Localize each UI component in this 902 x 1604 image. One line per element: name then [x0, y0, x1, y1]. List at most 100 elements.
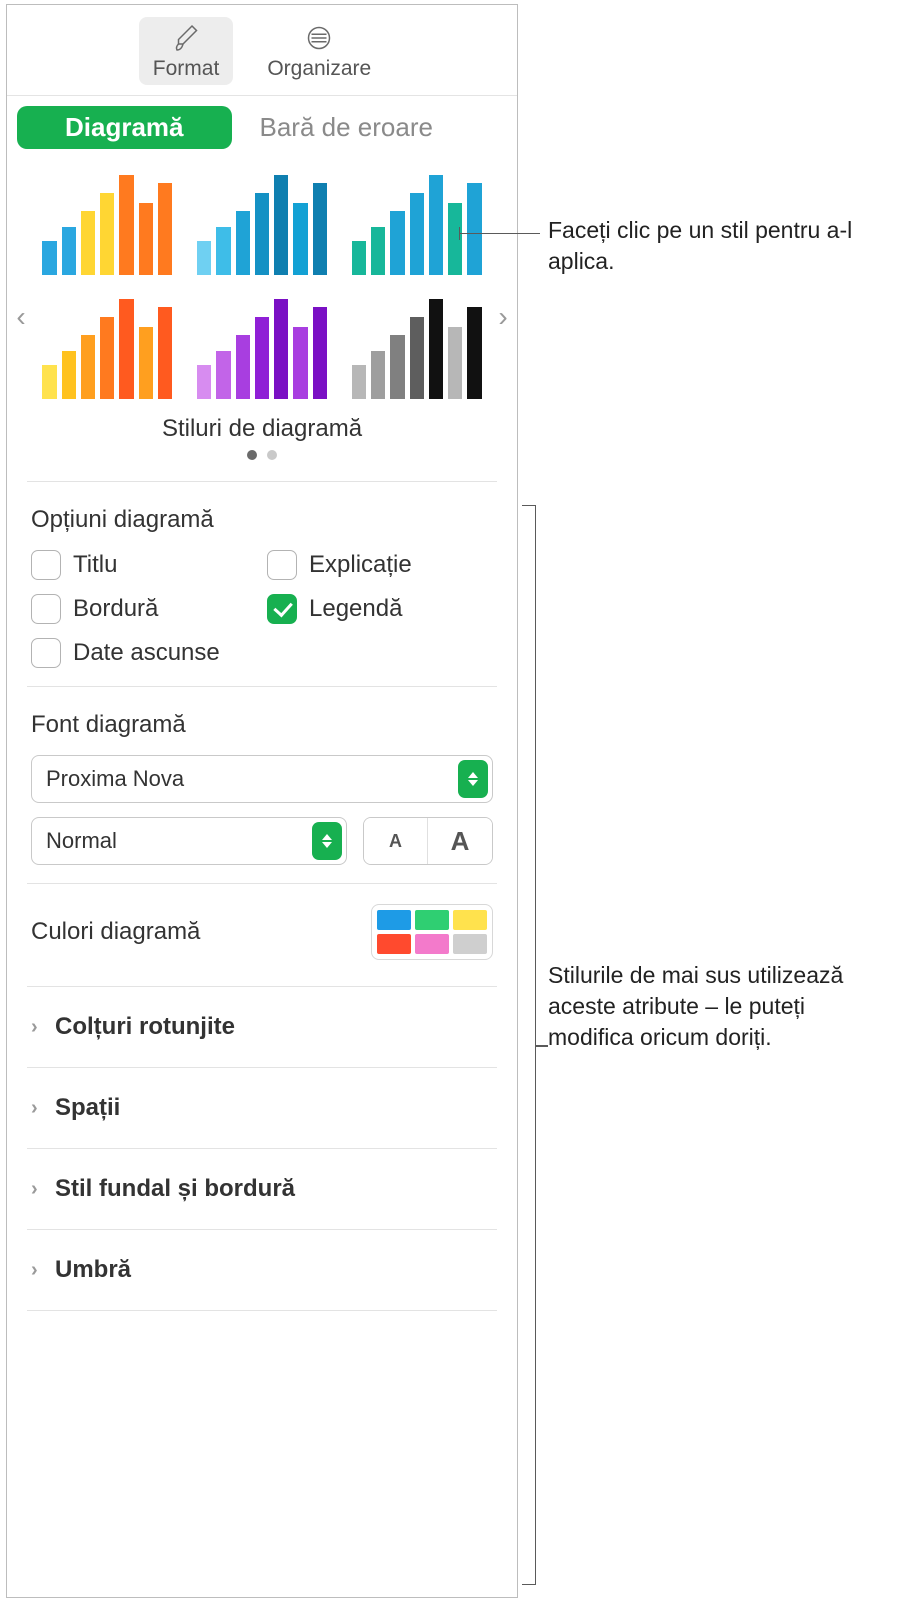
thumbnail-bar	[429, 175, 443, 275]
chart-colors-label: Culori diagramă	[31, 918, 200, 946]
subtab-row: Diagramă Bară de eroare	[7, 96, 517, 161]
font-size-stepper: A A	[363, 817, 493, 865]
disclosure-label: Colțuri rotunjite	[55, 1013, 235, 1041]
thumbnail-bar	[81, 335, 95, 399]
checkbox-label: Titlu	[73, 551, 117, 579]
thumbnail-bar	[313, 307, 327, 399]
callout-leader-line	[460, 233, 540, 234]
chart-colors-picker[interactable]	[371, 904, 493, 960]
thumbnail-bar	[313, 183, 327, 275]
styles-pager	[7, 447, 517, 475]
chart-style-thumbnail[interactable]	[42, 291, 172, 401]
chart-style-thumbnail[interactable]	[352, 167, 482, 277]
inspector-toolbar: Format Organizare	[7, 5, 517, 96]
thumbnail-bar	[448, 203, 462, 275]
thumbnail-bar	[139, 327, 153, 399]
checkbox-label: Legendă	[309, 595, 402, 623]
stepper-icon	[458, 760, 488, 798]
thumbnail-bar	[197, 365, 211, 399]
chart-options-title: Opțiuni diagramă	[31, 506, 493, 534]
tab-error-bar[interactable]: Bară de eroare	[260, 112, 433, 143]
chart-styles-title: Stiluri de diagramă	[7, 401, 517, 447]
chart-option-check[interactable]: Titlu	[31, 550, 257, 580]
chart-option-check[interactable]: Explicație	[267, 550, 493, 580]
checkbox[interactable]	[31, 550, 61, 580]
chart-style-thumbnail[interactable]	[42, 167, 172, 277]
thumbnail-bar	[100, 193, 114, 275]
font-size-increase-button[interactable]: A	[428, 818, 492, 864]
chevron-left-icon: ‹	[16, 301, 25, 333]
thumbnail-bar	[410, 193, 424, 275]
checkbox[interactable]	[267, 550, 297, 580]
color-swatch	[453, 910, 487, 930]
chevron-right-icon: ›	[498, 301, 507, 333]
format-tab-label: Format	[153, 57, 220, 81]
thumbnail-bar	[236, 335, 250, 399]
chart-option-check[interactable]: Legendă	[267, 594, 493, 624]
disclosure-shadow[interactable]: › Umbră	[7, 1230, 517, 1310]
paintbrush-icon	[169, 23, 203, 53]
chart-option-check[interactable]: Date ascunse	[31, 638, 493, 668]
thumbnail-bar	[467, 183, 481, 275]
color-swatch	[415, 934, 449, 954]
thumbnail-bar	[448, 327, 462, 399]
chart-font-section: Font diagramă Proxima Nova Normal A A	[7, 687, 517, 883]
chevron-right-icon: ›	[31, 1097, 45, 1120]
chevron-right-icon: ›	[31, 1178, 45, 1201]
thumbnail-bar	[216, 351, 230, 399]
pager-dot[interactable]	[247, 450, 257, 460]
thumbnail-bar	[216, 227, 230, 275]
organize-tab[interactable]: Organizare	[253, 17, 385, 85]
font-family-select[interactable]: Proxima Nova	[31, 755, 493, 803]
tab-diagram[interactable]: Diagramă	[17, 106, 232, 149]
disclosure-rounded-corners[interactable]: › Colțuri rotunjite	[7, 987, 517, 1067]
chart-options-section: Opțiuni diagramă Titlu Explicație Bordură L…	[7, 482, 517, 686]
callout-style-click: Faceți clic pe un stil pentru a-l aplica…	[548, 215, 888, 277]
disclosure-label: Umbră	[55, 1256, 131, 1284]
thumbnail-bar	[197, 241, 211, 275]
font-size-decrease-button[interactable]: A	[364, 818, 428, 864]
font-weight-select[interactable]: Normal	[31, 817, 347, 865]
chevron-right-icon: ›	[31, 1259, 45, 1282]
checkbox[interactable]	[31, 594, 61, 624]
checkbox-label: Bordură	[73, 595, 158, 623]
disclosure-background-border[interactable]: › Stil fundal și bordură	[7, 1149, 517, 1229]
checkbox-label: Explicație	[309, 551, 412, 579]
thumbnail-bar	[100, 317, 114, 399]
callout-text: Stilurile de mai sus utilizează aceste a…	[548, 962, 843, 1050]
checkbox[interactable]	[31, 638, 61, 668]
thumbnail-bar	[293, 203, 307, 275]
checkbox-label: Date ascunse	[73, 639, 220, 667]
color-swatch	[377, 910, 411, 930]
callout-leader-line	[536, 1045, 548, 1047]
thumbnail-bar	[352, 365, 366, 399]
chevron-right-icon: ›	[31, 1016, 45, 1039]
thumbnail-bar	[158, 307, 172, 399]
color-swatch	[415, 910, 449, 930]
chart-styles-area: ‹ › Stiluri de diagramă	[7, 161, 517, 481]
checkbox[interactable]	[267, 594, 297, 624]
styles-next-button[interactable]: ›	[489, 297, 517, 337]
thumbnail-bar	[42, 365, 56, 399]
thumbnail-bar	[139, 203, 153, 275]
format-sidebar-panel: Format Organizare Diagramă Bară de eroar…	[6, 4, 518, 1598]
disclosure-gaps[interactable]: › Spații	[7, 1068, 517, 1148]
styles-prev-button[interactable]: ‹	[7, 297, 35, 337]
thumbnail-bar	[429, 299, 443, 399]
chart-style-thumbnail[interactable]	[197, 291, 327, 401]
font-weight-value: Normal	[46, 828, 117, 854]
callout-text: Faceți clic pe un stil pentru a-l aplica…	[548, 217, 852, 274]
format-tab[interactable]: Format	[139, 17, 234, 85]
chart-style-thumbnail[interactable]	[197, 167, 327, 277]
disclosure-label: Spații	[55, 1094, 120, 1122]
pager-dot[interactable]	[267, 450, 277, 460]
thumbnail-bar	[293, 327, 307, 399]
organize-tab-label: Organizare	[267, 57, 371, 81]
chart-style-thumbnail[interactable]	[352, 291, 482, 401]
thumbnail-bar	[62, 227, 76, 275]
thumbnail-bar	[81, 211, 95, 275]
stepper-icon	[312, 822, 342, 860]
thumbnail-bar	[467, 307, 481, 399]
color-swatch	[377, 934, 411, 954]
chart-option-check[interactable]: Bordură	[31, 594, 257, 624]
